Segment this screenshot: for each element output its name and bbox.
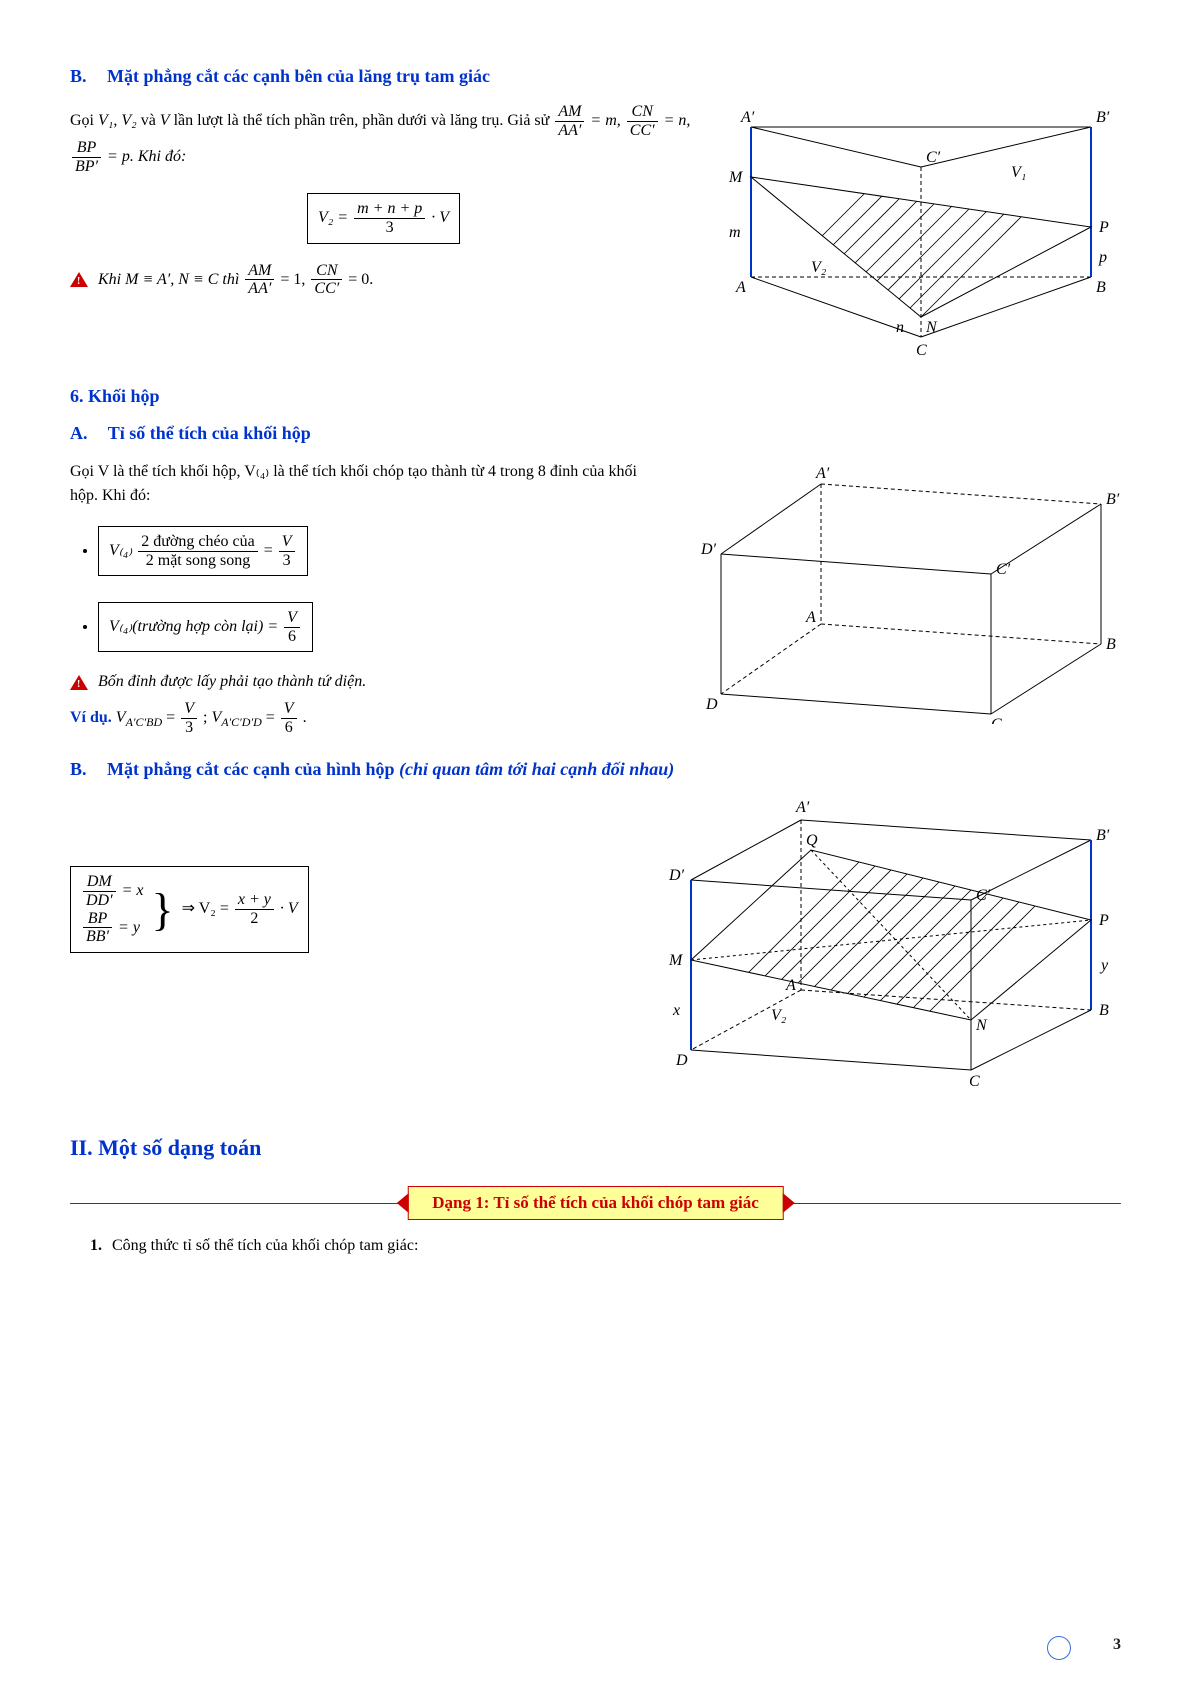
section-b2-content: DMDD′ = x BPBB′ = y } ⇒ V₂ = x + y2 · V [70, 790, 1121, 1095]
svg-text:B′: B′ [1106, 491, 1120, 508]
svg-text:B: B [1096, 279, 1106, 296]
svg-text:B: B [1106, 636, 1116, 653]
page-number: 3 [1113, 1636, 1121, 1654]
svg-text:C′: C′ [926, 149, 941, 166]
svg-text:C: C [969, 1073, 980, 1090]
svg-text:m: m [729, 224, 741, 241]
svg-text:C′: C′ [996, 561, 1011, 578]
heading-letter: B. [70, 66, 87, 86]
warning-1: Khi M ≡ A′, N ≡ C thì AMAA′ = 1, CNCC′ =… [70, 262, 697, 298]
section-a2-content: Gọi V là thể tích khối hộp, V₍₄₎ là thể … [70, 454, 1121, 743]
section-ii-heading: II. Một số dạng toán [70, 1135, 1121, 1161]
svg-text:M: M [668, 952, 684, 969]
svg-text:n: n [896, 319, 904, 336]
heading-text: Mặt phẳng cắt các cạnh bên của lăng trụ … [107, 66, 490, 86]
svg-text:Q: Q [806, 832, 818, 849]
banner-box: Dạng 1: Tỉ số thể tích của khối chóp tam… [407, 1186, 784, 1220]
svg-text:D′: D′ [668, 867, 685, 884]
section-b-heading: B. Mặt phẳng cắt các cạnh bên của lăng t… [70, 66, 1121, 87]
item-1: 1. Công thức tỉ số thể tích của khối chó… [90, 1237, 1121, 1255]
section-a2-heading: A. Tỉ số thể tích của khối hộp [70, 423, 1121, 444]
svg-text:V₂: V₂ [811, 259, 827, 276]
svg-text:N: N [975, 1017, 988, 1034]
svg-text:y: y [1099, 957, 1109, 974]
circle-icon [1047, 1636, 1071, 1660]
svg-text:P: P [1098, 219, 1109, 236]
section-b-content: Gọi V₁, V₂ và V lần lượt là thể tích phầ… [70, 97, 1121, 362]
bullet-list: V₍₄₎ 2 đường chéo của2 mặt song song = V… [98, 518, 667, 660]
svg-text:A: A [785, 977, 796, 994]
formula-box-2: DMDD′ = x BPBB′ = y } ⇒ V₂ = x + y2 · V [70, 866, 309, 952]
svg-text:B: B [1099, 1002, 1109, 1019]
svg-text:A: A [735, 279, 746, 296]
svg-text:D: D [705, 696, 718, 713]
svg-text:A: A [805, 609, 816, 626]
svg-text:A′: A′ [815, 465, 830, 482]
list-item: V₍₄₎ 2 đường chéo của2 mặt song song = V… [98, 518, 667, 584]
svg-text:C: C [991, 716, 1002, 724]
svg-text:D′: D′ [700, 541, 717, 558]
svg-text:N: N [925, 319, 938, 336]
svg-text:C: C [916, 342, 927, 357]
figure-2: A′ B′ C′ D′ A B C D [691, 454, 1121, 729]
svg-text:V₂: V₂ [771, 1007, 787, 1024]
section-a2-para: Gọi V là thể tích khối hộp, V₍₄₎ là thể … [70, 460, 667, 508]
svg-text:x: x [672, 1002, 680, 1019]
list-item: V₍₄₎(trường hợp còn lại) = V6 [98, 594, 667, 660]
svg-text:B′: B′ [1096, 827, 1110, 844]
svg-text:P: P [1098, 912, 1109, 929]
figure-3: A′ B′ C′ D′ A B C D M N P Q x y V₂ [651, 790, 1121, 1095]
svg-text:A′: A′ [740, 109, 755, 126]
svg-text:B′: B′ [1096, 109, 1110, 126]
section-6-heading: 6. Khối hộp [70, 386, 1121, 407]
figure-1: A′ B′ C′ A B C M N P m n p V₁ V₂ [721, 97, 1121, 362]
warning-icon [70, 272, 88, 287]
warning-icon [70, 675, 88, 690]
svg-text:p: p [1098, 249, 1107, 266]
svg-text:D: D [675, 1052, 688, 1069]
svg-text:M: M [728, 169, 744, 186]
topic-banner: Dạng 1: Tỉ số thể tích của khối chóp tam… [70, 1181, 1121, 1225]
svg-text:C′: C′ [976, 887, 991, 904]
section-b2-heading: B. Mặt phẳng cắt các cạnh của hình hộp (… [70, 759, 1121, 780]
warning-2: Bốn đỉnh được lấy phải tạo thành tứ diện… [70, 670, 667, 694]
formula-box: V₂ = m + n + p3 · V [70, 185, 697, 251]
svg-text:V₁: V₁ [1011, 164, 1026, 181]
section-b-para: Gọi V₁, V₂ và V lần lượt là thể tích phầ… [70, 103, 697, 175]
svg-text:A′: A′ [795, 799, 810, 816]
example: Ví dụ. VA′C′BD = V3 ; VA′C′D′D = V6 . [70, 700, 667, 736]
